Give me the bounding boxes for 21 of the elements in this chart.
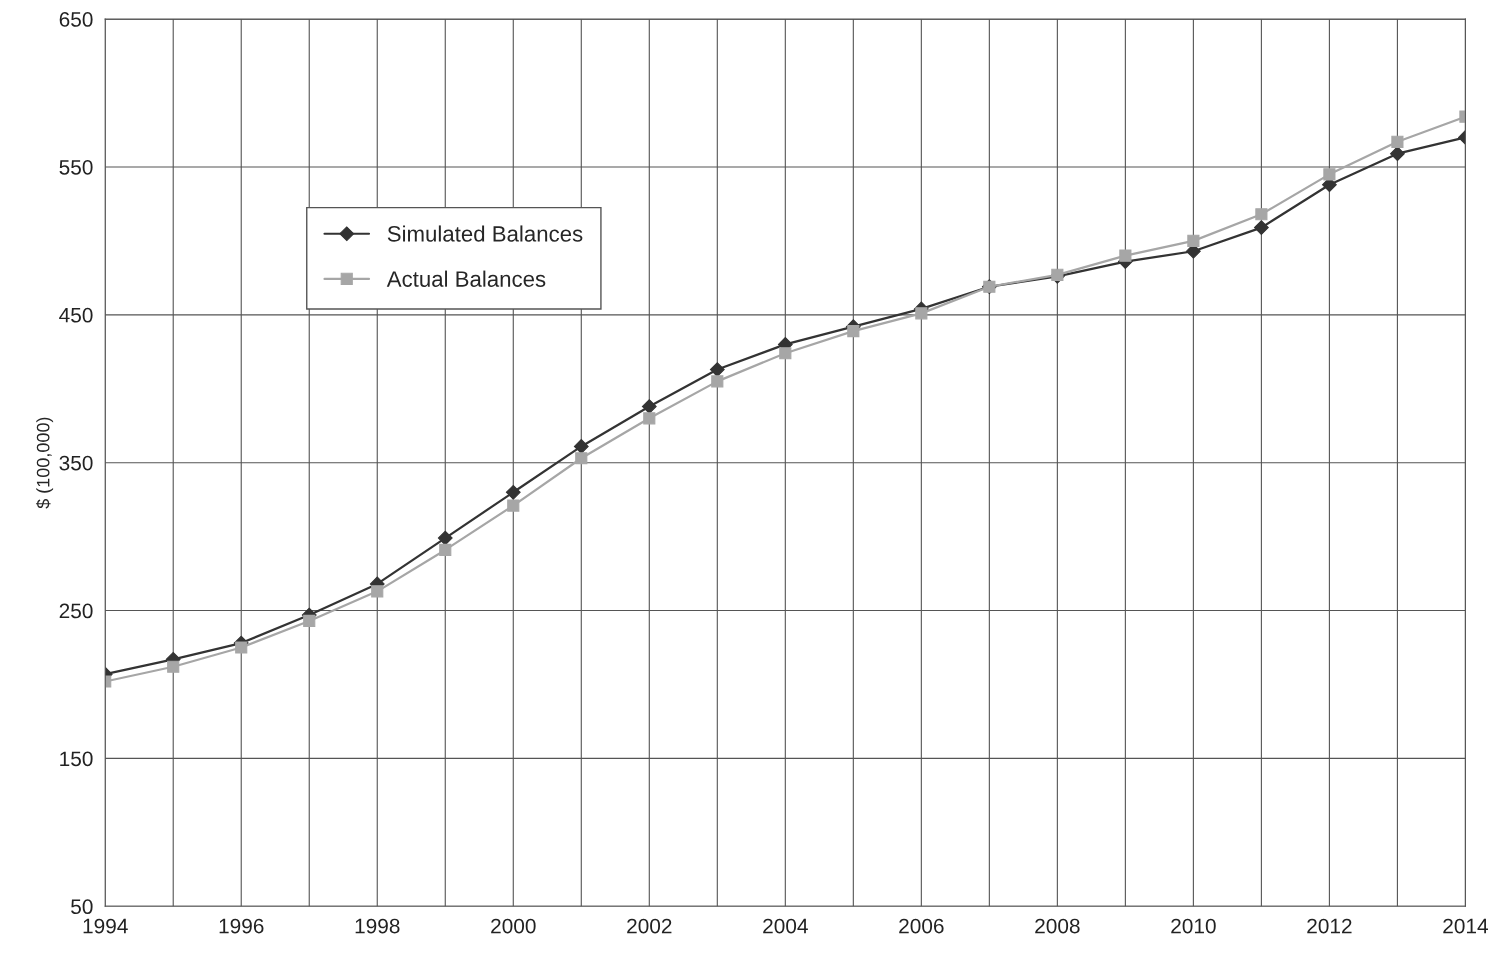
- x-tick-label: 2008: [1035, 918, 1080, 934]
- x-tick-label: 2014: [1443, 918, 1488, 934]
- x-tick-label: 2006: [899, 918, 944, 934]
- x-tick-label: 1998: [355, 918, 400, 934]
- y-tick-label: 550: [59, 159, 93, 175]
- y-tick-label: 450: [59, 307, 93, 323]
- y-tick-label: 50: [71, 899, 93, 915]
- x-tick-label: 2012: [1307, 918, 1352, 934]
- legend-label: Actual Balances: [386, 270, 546, 287]
- x-tick-label: 2004: [763, 918, 808, 934]
- y-tick-label: 650: [59, 12, 93, 27]
- y-tick-label: 350: [59, 455, 93, 471]
- x-tick-label: 2010: [1171, 918, 1216, 934]
- x-tick-label: 2002: [627, 918, 672, 934]
- x-tick-label: 1994: [83, 918, 128, 934]
- y-tick-label: 250: [59, 603, 93, 619]
- legend-label: Simulated Balances: [387, 225, 583, 242]
- x-tick-label: 1996: [219, 918, 264, 934]
- x-tick-label: 2000: [491, 918, 536, 934]
- y-axis-title: $ (100,000): [35, 417, 54, 509]
- y-tick-label: 150: [60, 751, 93, 767]
